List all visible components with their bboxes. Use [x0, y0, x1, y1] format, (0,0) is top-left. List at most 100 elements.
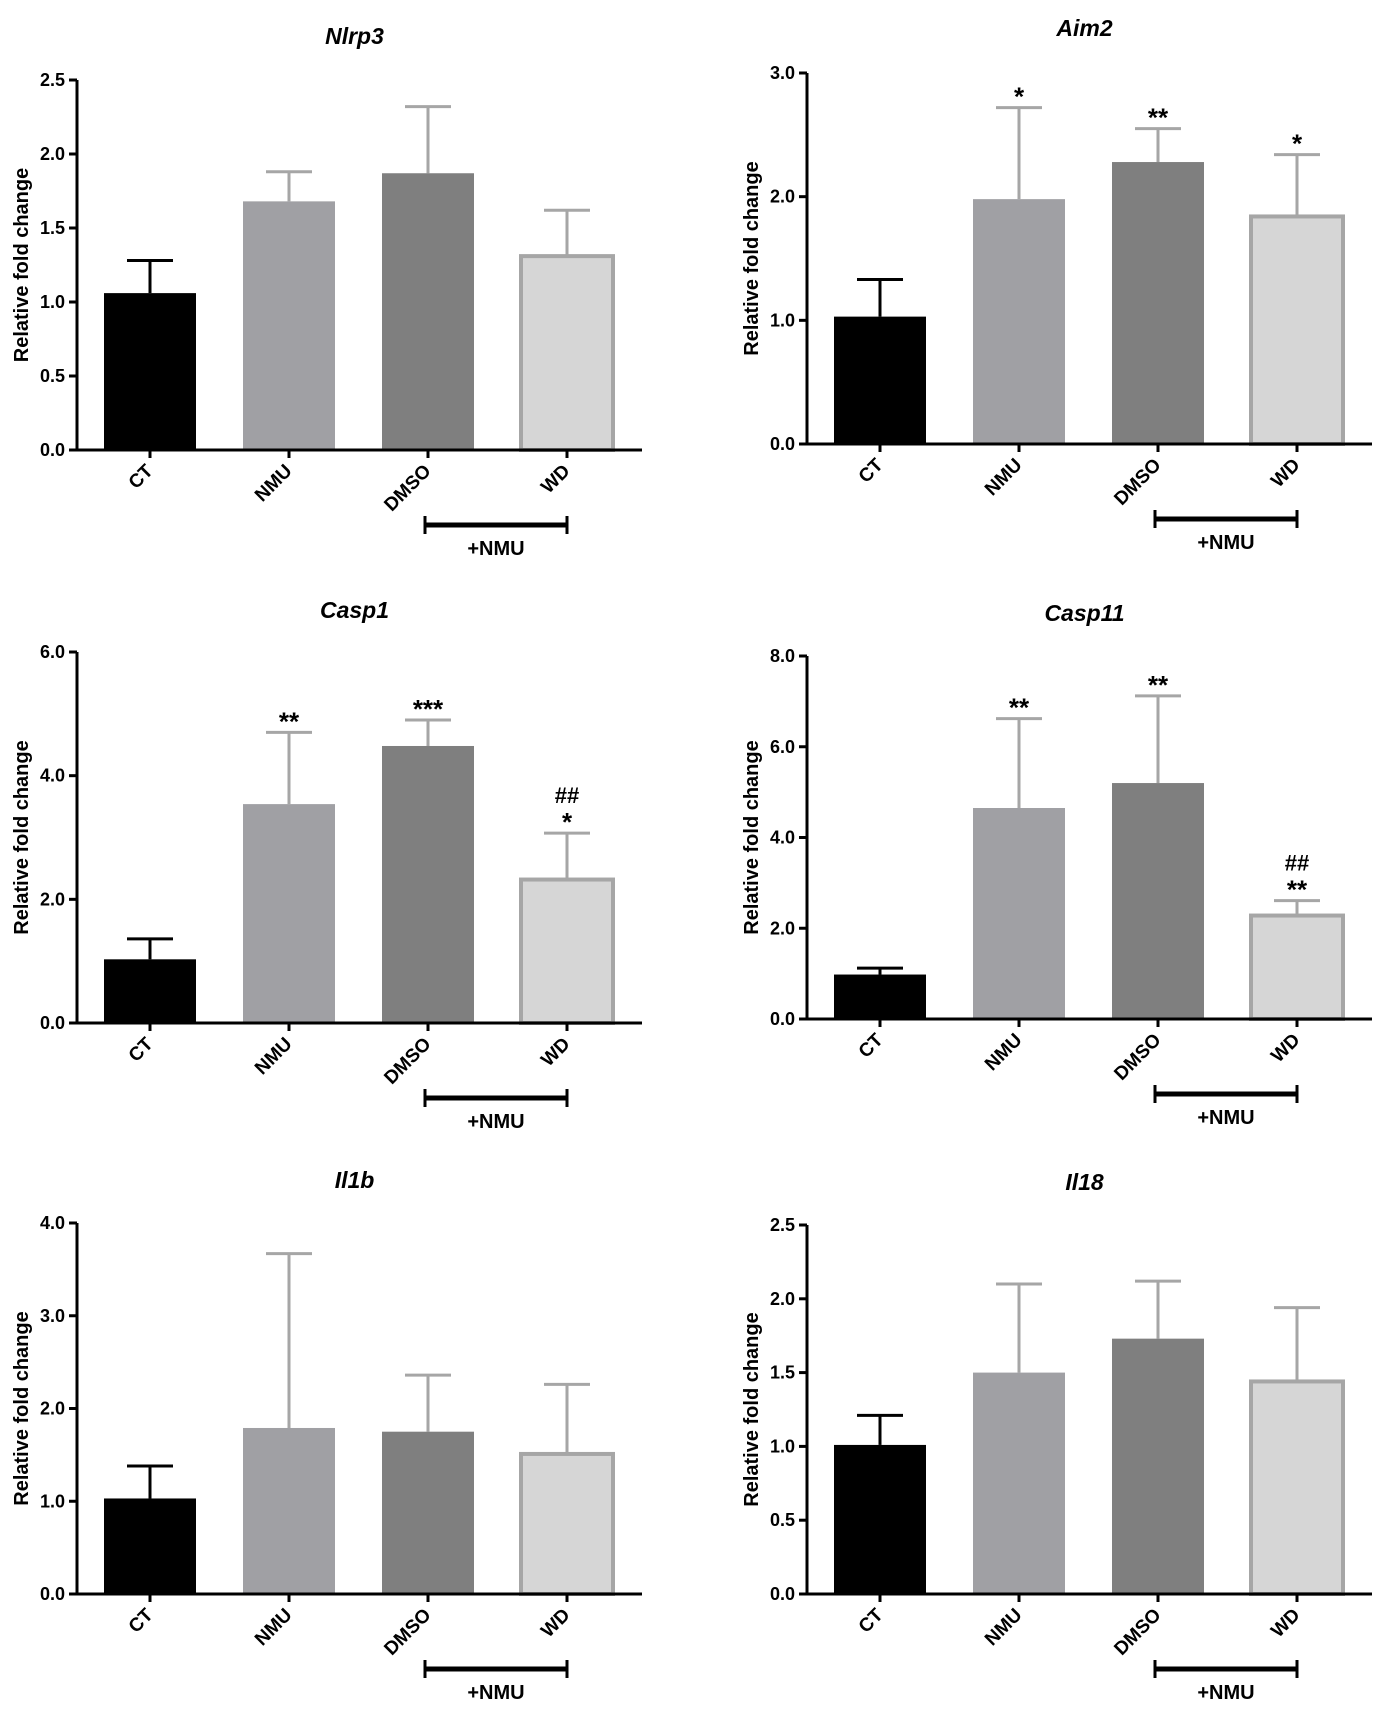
significance-label: ** — [1148, 670, 1169, 700]
significance-label: *** — [413, 694, 444, 724]
chart-panel-aim2: Aim2 Relative fold change 0.0 1.0 2.0 3.0 CT * N… — [741, 15, 1372, 554]
x-category-label: DMSO — [1110, 455, 1165, 510]
bar-dmso — [1112, 162, 1204, 444]
y-tick-label: 4.0 — [770, 828, 795, 848]
y-tick-label: 1.0 — [770, 310, 795, 330]
y-tick-label: 3.0 — [770, 63, 795, 83]
x-category-label: WD — [1267, 455, 1304, 492]
y-tick-label: 6.0 — [770, 737, 795, 757]
x-category-label: DMSO — [380, 461, 435, 516]
y-tick-label: 2.0 — [770, 1289, 795, 1309]
group-label: +NMU — [467, 1682, 524, 1704]
y-axis-label: Relative fold change — [11, 1311, 33, 1506]
y-tick-label: 2.0 — [40, 144, 65, 164]
x-category-label: DMSO — [1110, 1030, 1165, 1085]
bar-dmso — [382, 173, 474, 450]
chart-panel-il18: Il18 Relative fold change 0.0 0.5 1.0 1.5 2.0 2… — [741, 1169, 1372, 1704]
x-category-label: CT — [125, 460, 158, 493]
chart-panel-il1b: Il1b Relative fold change 0.0 1.0 2.0 3.0 4.0 C… — [11, 1167, 642, 1704]
y-tick-label: 3.0 — [40, 1306, 65, 1326]
bar-wd — [1251, 916, 1343, 1019]
group-label: +NMU — [467, 1111, 524, 1133]
x-category-label: CT — [125, 1033, 158, 1066]
bar-wd — [521, 1454, 613, 1594]
y-tick-label: 6.0 — [40, 642, 65, 662]
x-category-label: WD — [537, 461, 574, 498]
chart-title: Il1b — [335, 1167, 375, 1193]
y-tick-label: 2.5 — [770, 1215, 795, 1235]
y-tick-label: 2.0 — [40, 889, 65, 909]
group-label: +NMU — [467, 538, 524, 560]
y-tick-label: 0.0 — [40, 1013, 65, 1033]
y-tick-label: 1.5 — [40, 218, 65, 238]
group-label: +NMU — [1197, 532, 1254, 554]
bar-wd — [1251, 1381, 1343, 1594]
bar-wd — [521, 880, 613, 1023]
y-tick-label: 2.0 — [770, 918, 795, 938]
y-tick-label: 8.0 — [770, 646, 795, 666]
y-tick-label: 4.0 — [40, 766, 65, 786]
bar-nmu — [973, 199, 1065, 444]
y-tick-label: 4.0 — [40, 1213, 65, 1233]
chart-title: Casp11 — [1044, 600, 1124, 626]
y-axis-label: Relative fold change — [741, 1312, 763, 1507]
hash-significance-label: ## — [555, 783, 579, 808]
bar-dmso — [1112, 783, 1204, 1019]
group-label: +NMU — [1197, 1107, 1254, 1129]
y-tick-label: 1.0 — [770, 1436, 795, 1456]
chart-title: Casp1 — [320, 597, 389, 623]
significance-label: * — [562, 807, 573, 837]
y-tick-label: 0.0 — [40, 1584, 65, 1604]
bar-nmu — [243, 201, 335, 450]
bar-ct — [104, 293, 196, 450]
y-tick-label: 1.0 — [40, 1491, 65, 1511]
x-category-label: NMU — [251, 1034, 296, 1079]
y-tick-label: 0.0 — [770, 434, 795, 454]
significance-label: ** — [1148, 103, 1169, 133]
bar-dmso — [382, 746, 474, 1023]
x-category-label: WD — [1267, 1030, 1304, 1067]
x-category-label: DMSO — [380, 1605, 435, 1660]
x-category-label: WD — [1267, 1605, 1304, 1642]
bar-dmso — [1112, 1339, 1204, 1594]
x-category-label: NMU — [981, 455, 1026, 500]
y-tick-label: 1.5 — [770, 1363, 795, 1383]
x-category-label: NMU — [251, 461, 296, 506]
y-tick-label: 1.0 — [40, 292, 65, 312]
chart-panel-nlrp3: Nlrp3 Relative fold change 0.0 0.5 1.0 1.5 2.0… — [11, 23, 642, 560]
figure: Nlrp3 Relative fold change 0.0 0.5 1.0 1.5 2.0… — [0, 0, 1380, 1730]
significance-label: ** — [1287, 875, 1308, 905]
y-tick-label: 0.0 — [770, 1584, 795, 1604]
x-category-label: CT — [855, 454, 888, 487]
x-category-label: WD — [537, 1034, 574, 1071]
chart-panel-casp11: Casp11 Relative fold change 0.0 2.0 4.0 6.0 8.… — [741, 600, 1372, 1129]
chart-title: Aim2 — [1055, 15, 1112, 41]
chart-title: Il18 — [1065, 1169, 1104, 1195]
y-tick-label: 2.0 — [40, 1399, 65, 1419]
x-category-label: CT — [855, 1604, 888, 1637]
x-category-label: DMSO — [1110, 1605, 1165, 1660]
y-tick-label: 0.5 — [40, 366, 65, 386]
bar-nmu — [243, 1428, 335, 1594]
x-category-label: CT — [125, 1604, 158, 1637]
hash-significance-label: ## — [1285, 851, 1309, 876]
bar-ct — [104, 1498, 196, 1594]
significance-label: * — [1292, 129, 1303, 159]
bar-dmso — [382, 1432, 474, 1594]
bar-ct — [104, 959, 196, 1023]
x-category-label: NMU — [981, 1605, 1026, 1650]
y-tick-label: 0.0 — [770, 1009, 795, 1029]
y-tick-label: 2.5 — [40, 70, 65, 90]
group-label: +NMU — [1197, 1682, 1254, 1704]
significance-label: ** — [279, 706, 300, 736]
x-category-label: NMU — [981, 1030, 1026, 1075]
y-axis-label: Relative fold change — [11, 168, 33, 363]
y-axis-label: Relative fold change — [11, 740, 33, 935]
x-category-label: DMSO — [380, 1034, 435, 1089]
bar-wd — [1251, 216, 1343, 444]
bar-wd — [521, 256, 613, 450]
chart-title: Nlrp3 — [325, 23, 384, 49]
bar-nmu — [973, 808, 1065, 1019]
bar-nmu — [973, 1373, 1065, 1594]
significance-label: * — [1014, 82, 1025, 112]
